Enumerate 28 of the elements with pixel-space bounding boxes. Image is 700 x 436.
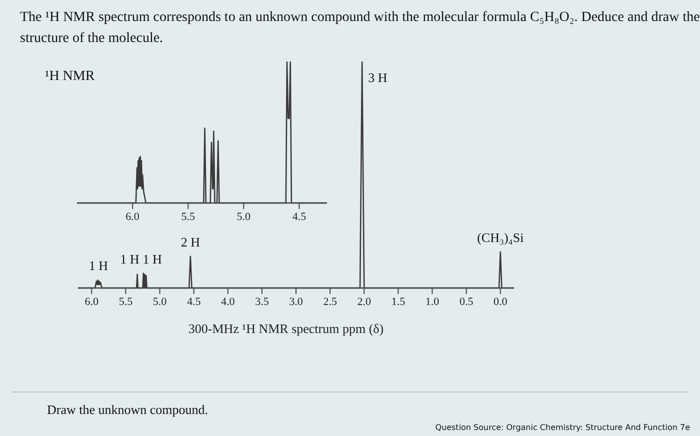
x-tick-label: 3.5 bbox=[255, 296, 270, 308]
x-tick-label: 6.0 bbox=[126, 211, 140, 223]
x-tick-label: 1.5 bbox=[391, 296, 406, 308]
x-tick-label: 4.5 bbox=[186, 296, 202, 308]
annotation: (CH₃)₄Si bbox=[477, 230, 524, 245]
x-tick-label: 5.0 bbox=[152, 296, 168, 308]
x-tick-label: 0.5 bbox=[459, 296, 474, 308]
x-tick-label: 3.0 bbox=[289, 296, 304, 308]
text: Question Source: Organic Chemistry: Structure And Function 7e bbox=[435, 423, 690, 432]
annotation: 1 H bbox=[120, 251, 140, 266]
x-tick-label: 5.5 bbox=[118, 296, 134, 308]
text: Draw the unknown compound. bbox=[47, 402, 208, 417]
x-tick-label: 4.5 bbox=[292, 211, 307, 223]
x-tick-label: 1.0 bbox=[425, 296, 440, 308]
x-tick-label: 2.5 bbox=[323, 296, 338, 308]
annotation: 1 H bbox=[142, 251, 162, 266]
annotation: 1 H bbox=[88, 258, 108, 274]
x-tick-label: 5.5 bbox=[181, 211, 196, 223]
annotation: 2 H bbox=[180, 234, 200, 250]
text: ¹H NMR bbox=[45, 69, 96, 84]
x-axis-title: 300-MHz ¹H NMR spectrum ppm (δ) bbox=[188, 321, 384, 336]
x-tick-label: 6.0 bbox=[84, 296, 99, 308]
x-tick-label: 4.0 bbox=[221, 296, 236, 308]
chart-title: The ¹H NMR spectrum corresponds to an unknown compound with the molecular formula C₅H₈O₂. Deduce and draw the structure of the molecule. bbox=[20, 10, 700, 46]
x-tick-label: 5.0 bbox=[236, 211, 252, 223]
annotation: 3 H bbox=[368, 70, 388, 85]
x-tick-label: 0.0 bbox=[494, 296, 508, 308]
x-tick-label: 2.0 bbox=[357, 296, 372, 308]
